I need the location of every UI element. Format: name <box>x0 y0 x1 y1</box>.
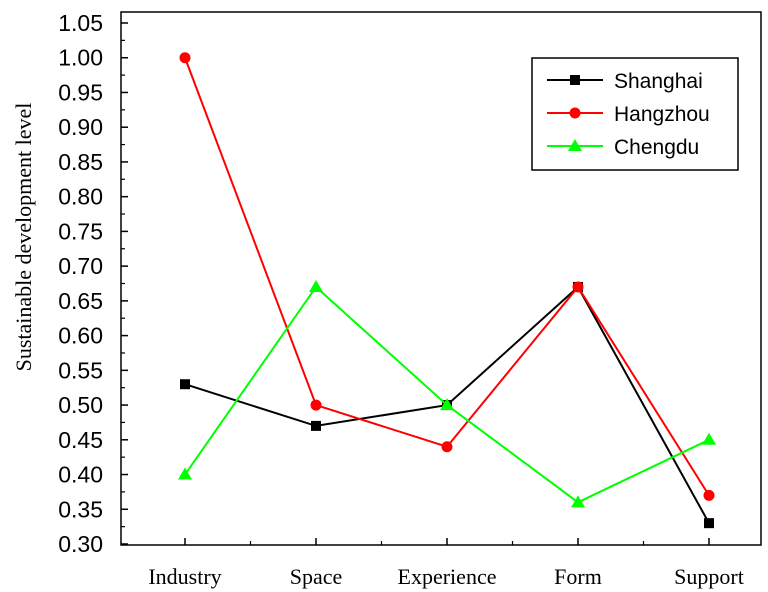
y-tick-label: 0.35 <box>58 496 103 522</box>
x-tick-label: Industry <box>148 564 221 589</box>
series-hangzhou <box>179 52 715 501</box>
legend: Shanghai Hangzhou Chengdu <box>531 57 739 171</box>
data-point-hangzhou <box>441 441 453 453</box>
data-point-hangzhou <box>703 489 715 501</box>
data-point-chengdu <box>440 398 454 411</box>
y-tick-label: 0.85 <box>58 149 103 175</box>
legend-label-hangzhou: Hangzhou <box>614 103 710 126</box>
series-line-chengdu <box>184 285 710 504</box>
plot-frame <box>120 11 762 546</box>
legend-item-chengdu: Chengdu <box>547 136 699 159</box>
legend-marker-hangzhou <box>569 107 581 119</box>
x-tick-label: Space <box>290 564 343 589</box>
y-tick-label: 0.80 <box>58 184 103 210</box>
y-tick-label: 0.50 <box>58 392 103 418</box>
x-axis: Industry Space Experience Form Support <box>148 538 744 589</box>
data-point-shanghai <box>704 518 714 529</box>
legend-item-hangzhou: Hangzhou <box>547 103 710 126</box>
y-tick-label: 0.30 <box>58 531 103 557</box>
y-tick-label: 0.75 <box>58 218 103 244</box>
data-point-hangzhou <box>179 52 191 64</box>
y-tick-label: 0.95 <box>58 79 103 105</box>
y-tick-label: 0.65 <box>58 288 103 314</box>
data-point-chengdu <box>309 279 323 292</box>
legend-marker-chengdu <box>568 139 582 151</box>
data-point-hangzhou <box>572 281 584 293</box>
data-point-chengdu <box>178 467 192 480</box>
legend-item-shanghai: Shanghai <box>547 70 703 93</box>
y-axis: 0.30 0.35 0.40 0.45 0.50 0.55 0.60 0.65 0.70 0.75… <box>58 10 128 557</box>
data-point-chengdu <box>571 495 585 508</box>
data-point-chengdu <box>702 432 716 445</box>
legend-marker-shanghai <box>570 75 580 85</box>
y-tick-label: 0.40 <box>58 462 103 488</box>
data-point-shanghai <box>311 420 321 431</box>
data-point-shanghai <box>180 379 190 390</box>
y-tick-label: 0.70 <box>58 253 103 279</box>
y-tick-label: 0.45 <box>58 427 103 453</box>
y-tick-label: 1.00 <box>58 45 103 71</box>
y-tick-label: 0.60 <box>58 323 103 349</box>
legend-label-chengdu: Chengdu <box>614 136 699 159</box>
y-tick-label: 0.55 <box>58 357 103 383</box>
x-tick-label: Experience <box>398 564 497 589</box>
y-axis-title: Sustainable development level <box>11 103 36 372</box>
series-layer <box>178 52 716 529</box>
x-tick-label: Support <box>674 564 744 589</box>
series-chengdu <box>178 279 716 508</box>
x-tick-label: Form <box>554 564 602 589</box>
data-point-hangzhou <box>310 399 322 411</box>
legend-label-shanghai: Shanghai <box>614 70 703 93</box>
y-tick-label: 0.90 <box>58 114 103 140</box>
y-tick-label: 1.05 <box>58 10 103 36</box>
